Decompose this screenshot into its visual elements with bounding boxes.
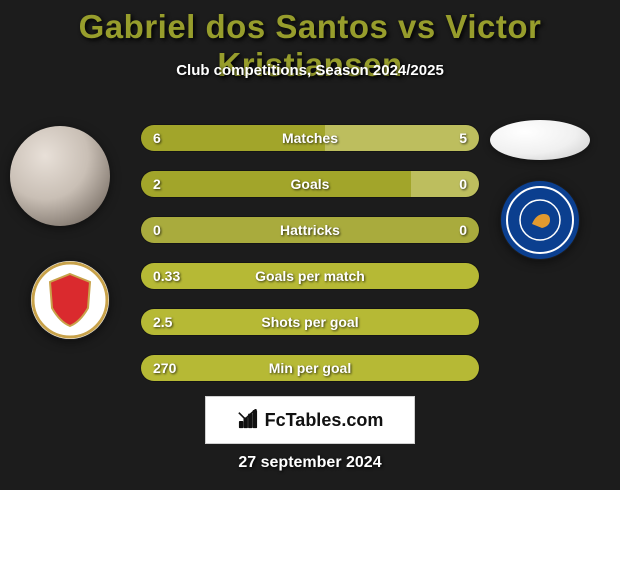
stat-label: Shots per goal xyxy=(141,309,479,335)
stat-value-right: 0 xyxy=(459,171,467,197)
stat-row: Shots per goal2.5 xyxy=(140,308,480,336)
stat-label: Matches xyxy=(141,125,479,151)
stat-label: Hattricks xyxy=(141,217,479,243)
stat-label: Min per goal xyxy=(141,355,479,381)
stat-row: Min per goal270 xyxy=(140,354,480,382)
stat-value-right: 5 xyxy=(459,125,467,151)
stat-label: Goals per match xyxy=(141,263,479,289)
stat-value-left: 0 xyxy=(153,217,161,243)
season-subtitle: Club competitions, Season 2024/2025 xyxy=(0,62,620,79)
branding-badge: FcTables.com xyxy=(205,396,415,444)
crest-left-svg xyxy=(30,260,110,340)
club-crest-left xyxy=(30,260,110,340)
stat-value-left: 6 xyxy=(153,125,161,151)
chart-icon xyxy=(237,409,259,431)
club-crest-right xyxy=(500,180,580,260)
stat-row: Matches6 5 xyxy=(140,124,480,152)
snapshot-date: 27 september 2024 xyxy=(0,454,620,472)
stat-label: Goals xyxy=(141,171,479,197)
player-photo-left xyxy=(10,126,110,226)
stat-row: Goals per match0.33 xyxy=(140,262,480,290)
stat-value-right: 0 xyxy=(459,217,467,243)
stat-value-left: 270 xyxy=(153,355,176,381)
stat-value-left: 2 xyxy=(153,171,161,197)
stat-value-left: 2.5 xyxy=(153,309,172,335)
stat-value-left: 0.33 xyxy=(153,263,180,289)
stat-row: Goals2 0 xyxy=(140,170,480,198)
crest-right-svg xyxy=(500,180,580,260)
branding-text: FcTables.com xyxy=(265,410,384,431)
stats-container: Matches65Goals20Hattricks00Goals per mat… xyxy=(140,124,480,400)
player-photo-right-placeholder xyxy=(490,120,590,160)
stat-row: Hattricks0 0 xyxy=(140,216,480,244)
